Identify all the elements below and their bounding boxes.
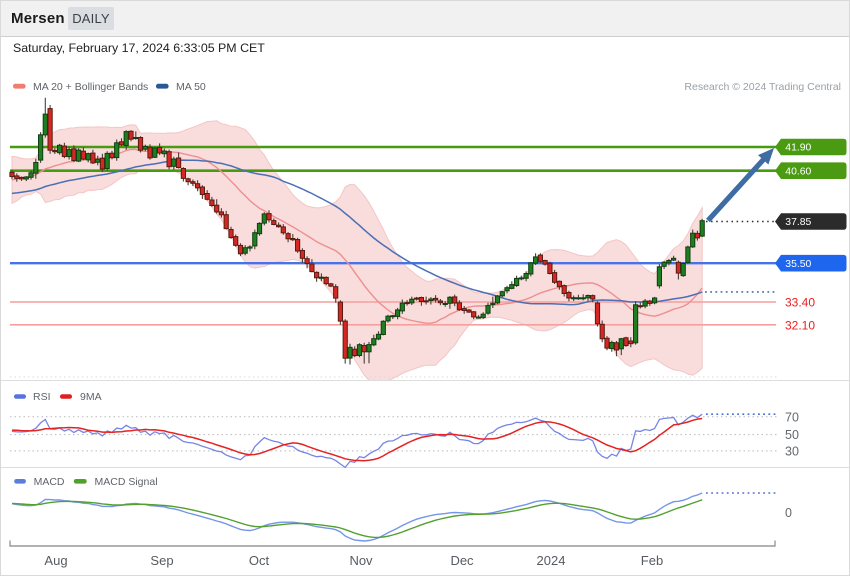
svg-text:0: 0 — [785, 506, 792, 520]
svg-text:37.85: 37.85 — [785, 217, 811, 228]
svg-text:Sep: Sep — [150, 553, 173, 568]
svg-text:35.50: 35.50 — [785, 259, 811, 270]
svg-text:33.40: 33.40 — [785, 296, 815, 310]
svg-text:Dec: Dec — [450, 553, 474, 568]
svg-text:Oct: Oct — [249, 553, 270, 568]
svg-text:32.10: 32.10 — [785, 319, 815, 333]
svg-text:30: 30 — [785, 444, 799, 458]
svg-text:Nov: Nov — [349, 553, 373, 568]
svg-text:Research © 2024 Trading Centra: Research © 2024 Trading Central — [684, 81, 841, 93]
svg-text:41.90: 41.90 — [785, 143, 811, 154]
svg-text:Aug: Aug — [44, 553, 67, 568]
svg-text:70: 70 — [785, 410, 799, 424]
svg-text:RSI: RSI — [33, 391, 51, 403]
svg-text:9MA: 9MA — [80, 391, 102, 403]
svg-text:MACD Signal: MACD Signal — [95, 476, 158, 488]
svg-text:MACD: MACD — [34, 476, 65, 488]
svg-text:50: 50 — [785, 428, 799, 442]
svg-text:MA 20 + Bollinger Bands: MA 20 + Bollinger Bands — [33, 81, 148, 93]
svg-text:MA 50: MA 50 — [176, 81, 206, 93]
svg-text:40.60: 40.60 — [785, 166, 811, 177]
svg-text:Feb: Feb — [641, 553, 663, 568]
svg-text:2024: 2024 — [537, 553, 566, 568]
